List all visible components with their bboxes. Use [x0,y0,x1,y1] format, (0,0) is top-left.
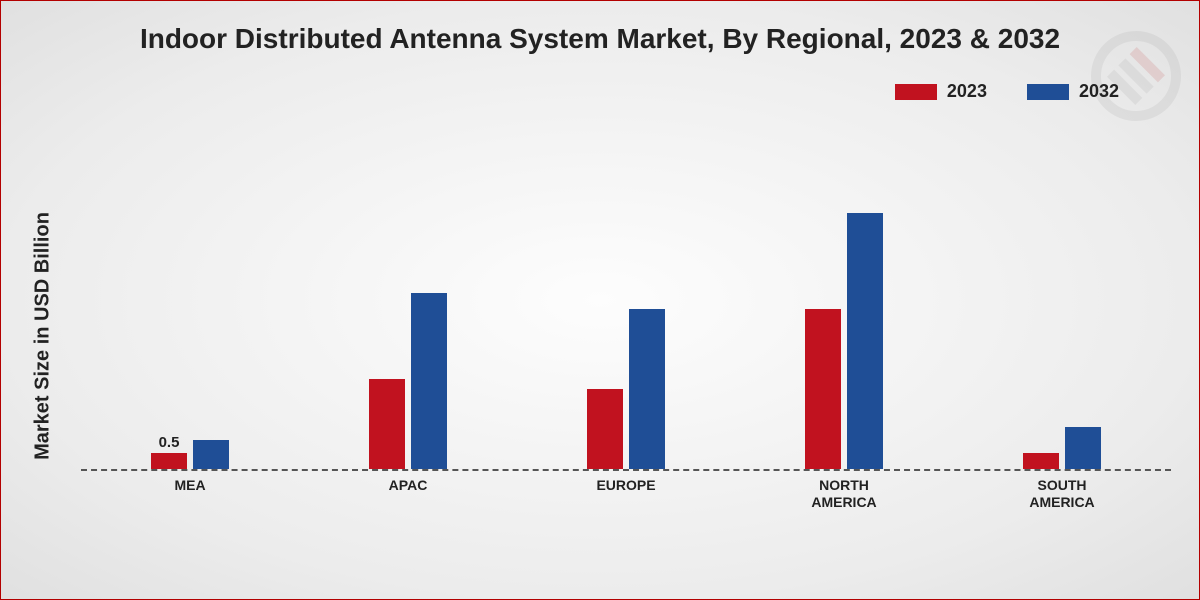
bar [629,309,665,469]
legend-swatch [1027,84,1069,100]
x-tick-label: SOUTH AMERICA [997,477,1127,511]
bar-group [997,427,1127,469]
bar [369,379,405,469]
plot-area: 0.5 [81,151,1171,471]
bar [1065,427,1101,469]
bar-group [779,213,909,469]
bar [411,293,447,469]
bar-group [343,293,473,469]
bar [847,213,883,469]
bar: 0.5 [151,453,187,469]
x-tick-label: EUROPE [561,477,691,494]
x-axis-labels: MEA APAC EUROPE NORTH AMERICA SOUTH AMERICA [81,471,1171,521]
x-tick-label: MEA [125,477,255,494]
legend: 2023 2032 [895,81,1119,102]
legend-item-2023: 2023 [895,81,987,102]
bar-group: 0.5 [125,440,255,469]
chart-title: Indoor Distributed Antenna System Market… [1,1,1199,63]
chart-area: Market Size in USD Billion 0.5 MEAAPACEU… [61,151,1171,521]
bar-value-label: 0.5 [159,434,180,453]
y-axis-label: Market Size in USD Billion [32,212,55,460]
bar [1023,453,1059,469]
x-tick-label: NORTH AMERICA [779,477,909,511]
watermark-logo [1091,31,1181,121]
legend-label: 2032 [1079,81,1119,102]
bar-group [561,309,691,469]
bar [587,389,623,469]
legend-label: 2023 [947,81,987,102]
bar [193,440,229,469]
legend-swatch [895,84,937,100]
bar [805,309,841,469]
legend-item-2032: 2032 [1027,81,1119,102]
x-tick-label: APAC [343,477,473,494]
